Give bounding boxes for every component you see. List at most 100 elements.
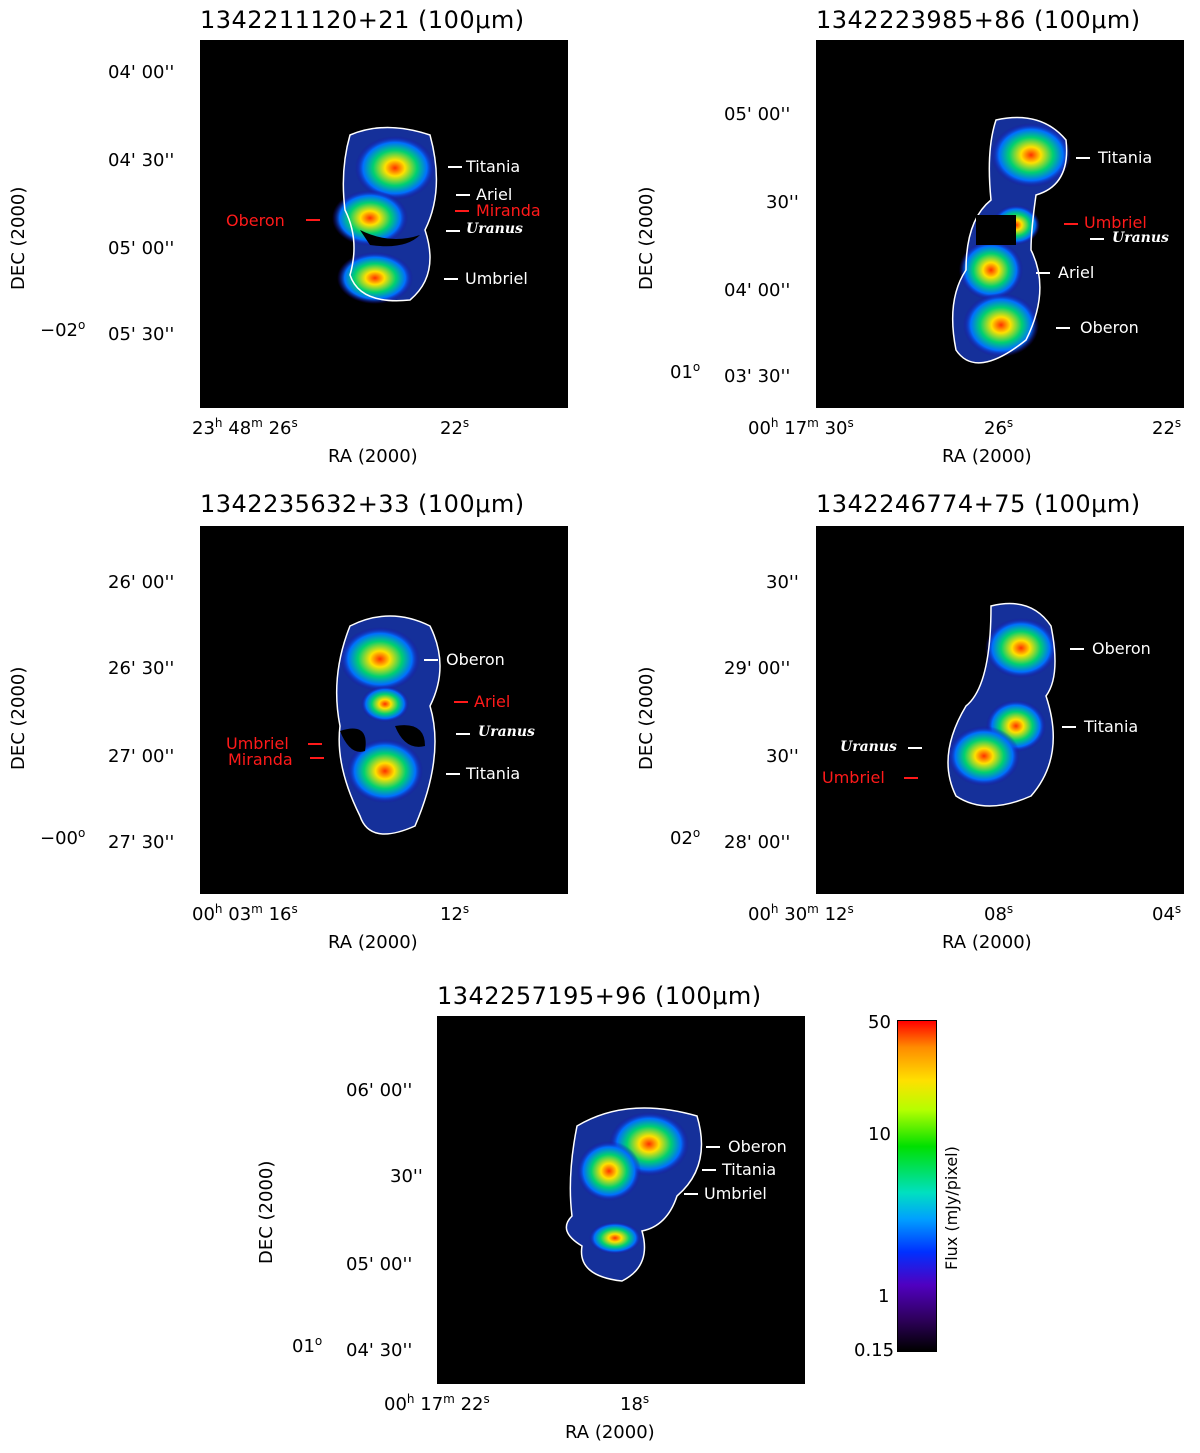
y-axis-label: DEC (2000): [8, 666, 29, 770]
colorbar-tick: 50: [868, 1012, 891, 1033]
x-tick: 22s: [1152, 416, 1182, 439]
x-tick: 22s: [440, 416, 470, 439]
y-tick-degree: −02o: [40, 318, 86, 341]
moon-label-ariel: Ariel: [474, 692, 511, 711]
y-tick: 30'': [766, 746, 799, 767]
x-tick: 08s: [984, 902, 1014, 925]
moon-label-ariel: Ariel: [476, 185, 513, 204]
y-tick: 04' 00'': [724, 280, 791, 301]
y-tick: 26' 00'': [108, 572, 175, 593]
moon-label-miranda: Miranda: [228, 750, 293, 769]
x-axis-label: RA (2000): [942, 446, 1032, 467]
label-tick: [540, 1239, 554, 1241]
x-tick: 00h 17m 30s: [748, 416, 854, 439]
sky-image: [200, 40, 568, 408]
x-axis-label: RA (2000): [565, 1422, 655, 1443]
moon-label-umbriel: Umbriel: [704, 1184, 767, 1203]
y-axis-label: DEC (2000): [8, 186, 29, 290]
label-tick: [1036, 272, 1050, 274]
label-tick: [448, 166, 462, 168]
moon-label-oberon: Oberon: [1080, 318, 1139, 337]
moon-label-titania: Titania: [1084, 717, 1139, 736]
y-tick: 04' 30'': [346, 1340, 413, 1361]
label-tick: [908, 747, 922, 749]
moon-label-titania: Titania: [1098, 148, 1153, 167]
moon-label-umbriel: Umbriel: [1084, 213, 1147, 232]
moon-label-umbriel: Umbriel: [226, 734, 289, 753]
y-tick: 29' 00'': [724, 658, 791, 679]
panel-title: 1342235632+33 (100μm): [200, 490, 525, 518]
label-tick: [424, 659, 438, 661]
panel-title: 1342257195+96 (100μm): [437, 982, 762, 1010]
y-tick: 26' 30'': [108, 658, 175, 679]
panel-title: 1342246774+75 (100μm): [816, 490, 1141, 518]
planet-label-uranus: Uranus: [474, 1231, 531, 1247]
y-tick: 27' 00'': [108, 746, 175, 767]
x-tick: 18s: [620, 1392, 650, 1415]
y-axis-label: DEC (2000): [256, 1160, 277, 1264]
y-tick: 28' 00'': [724, 832, 791, 853]
y-tick: 27' 30'': [108, 832, 175, 853]
colorbar-tick: 1: [878, 1286, 890, 1307]
y-tick: 04' 00'': [108, 62, 175, 83]
moon-label-titania: Titania: [722, 1160, 777, 1179]
x-axis-label: RA (2000): [328, 932, 418, 953]
colorbar: [897, 1020, 937, 1352]
y-tick: 30'': [390, 1166, 423, 1187]
moon-label-umbriel: Umbriel: [465, 269, 528, 288]
moon-label-ariel: Ariel: [1058, 263, 1095, 282]
label-tick: [1090, 238, 1104, 240]
x-tick: 00h 03m 16s: [192, 902, 298, 925]
y-axis-label: DEC (2000): [636, 666, 657, 770]
panel-title: 1342211120+21 (100μm): [200, 6, 525, 34]
label-tick: [310, 757, 324, 759]
label-tick: [456, 733, 470, 735]
y-tick: 04' 30'': [108, 150, 175, 171]
label-tick: [684, 1193, 698, 1195]
label-tick: [706, 1146, 720, 1148]
moon-label-miranda: Miranda: [476, 201, 541, 220]
moon-label-oberon: Oberon: [446, 650, 505, 669]
moon-label-oberon: Oberon: [226, 211, 285, 230]
y-tick: 05' 00'': [108, 238, 175, 259]
label-tick: [1076, 157, 1090, 159]
y-tick-degree: 01o: [292, 1334, 323, 1357]
y-tick: 06' 00'': [346, 1080, 413, 1101]
x-tick: 12s: [440, 902, 470, 925]
label-tick: [306, 219, 320, 221]
label-tick: [446, 773, 460, 775]
label-tick: [1070, 648, 1084, 650]
x-tick: 00h 17m 22s: [384, 1392, 490, 1415]
panel-title: 1342223985+86 (100μm): [816, 6, 1141, 34]
y-tick: 03' 30'': [724, 366, 791, 387]
colorbar-tick: 10: [868, 1124, 891, 1145]
y-tick-degree: 01o: [670, 360, 701, 383]
colorbar-tick: 0.15: [854, 1340, 895, 1361]
x-tick: 26s: [984, 416, 1014, 439]
x-axis-label: RA (2000): [942, 932, 1032, 953]
moon-label-umbriel: Umbriel: [822, 768, 885, 787]
label-tick: [308, 743, 322, 745]
y-tick-degree: 02o: [670, 826, 701, 849]
label-tick: [904, 777, 918, 779]
sky-image: [816, 40, 1184, 408]
sky-image: [437, 1016, 805, 1384]
label-tick: [1064, 223, 1078, 225]
label-tick: [1056, 327, 1070, 329]
label-tick: [455, 210, 469, 212]
planet-label-uranus: Uranus: [840, 739, 897, 755]
planet-label-uranus: Uranus: [466, 221, 523, 237]
label-tick: [446, 230, 460, 232]
label-tick: [456, 194, 470, 196]
moon-label-oberon: Oberon: [728, 1137, 787, 1156]
y-tick-degree: −00o: [40, 826, 86, 849]
moon-label-titania: Titania: [466, 764, 521, 783]
y-tick: 05' 00'': [346, 1254, 413, 1275]
sky-image: [816, 526, 1184, 894]
sky-image: [200, 526, 568, 894]
moon-label-titania: Titania: [466, 157, 521, 176]
planet-label-uranus: Uranus: [478, 724, 535, 740]
label-tick: [1062, 726, 1076, 728]
x-tick: 23h 48m 26s: [192, 416, 298, 439]
x-axis-label: RA (2000): [328, 446, 418, 467]
